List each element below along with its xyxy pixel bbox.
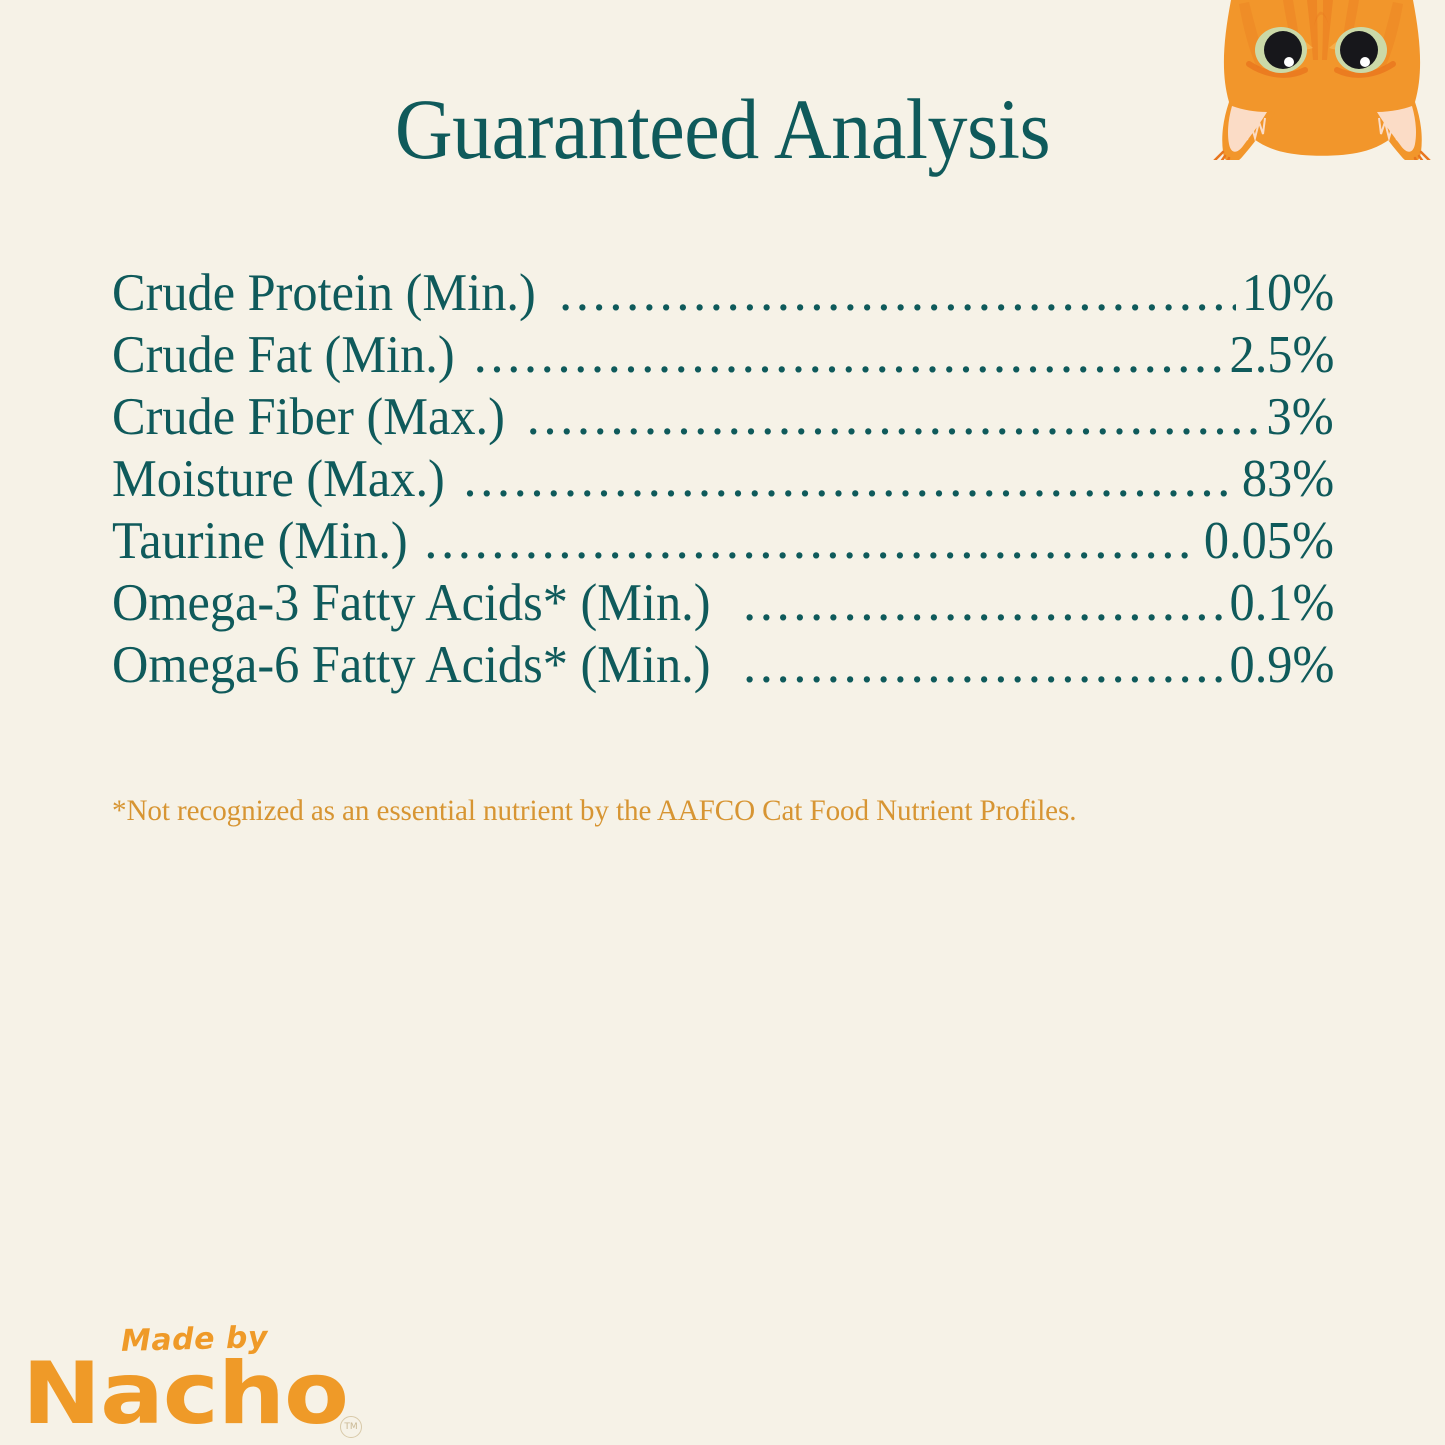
guaranteed-analysis-list: Crude Protein (Min.) 10% Crude Fat (Min.…	[112, 262, 1334, 696]
nutrient-value: 10%	[1241, 264, 1334, 322]
nutrient-value: 0.05%	[1203, 512, 1334, 570]
analysis-row: Taurine (Min.) 0.05%	[112, 510, 1334, 572]
analysis-row: Crude Protein (Min.) 10%	[112, 262, 1334, 324]
nutrient-value: 2.5%	[1229, 326, 1334, 384]
analysis-row: Crude Fiber (Max.) 3%	[112, 386, 1334, 448]
brand-name-text: Nacho	[22, 1344, 349, 1444]
analysis-row: Moisture (Max.) 83%	[112, 448, 1334, 510]
page-title: Guaranteed Analysis	[394, 81, 1051, 177]
nutrient-value: 83%	[1241, 450, 1334, 508]
dot-leader	[527, 386, 1263, 448]
dot-leader	[424, 510, 1196, 572]
nutrient-label: Omega-6 Fatty Acids* (Min.)	[112, 636, 711, 694]
dot-leader	[463, 448, 1236, 510]
footnote-text: *Not recognized as an essential nutrient…	[112, 794, 1077, 827]
dot-leader	[743, 572, 1223, 634]
nutrient-label: Moisture (Max.)	[112, 450, 445, 508]
nutrient-label: Crude Fiber (Max.)	[112, 388, 505, 446]
analysis-row: Omega-3 Fatty Acids* (Min.) 0.1%	[112, 572, 1334, 634]
nutrient-value: 0.1%	[1229, 574, 1334, 632]
nutrient-label: Crude Fat (Min.)	[112, 326, 455, 384]
analysis-row: Omega-6 Fatty Acids* (Min.) 0.9%	[112, 634, 1334, 696]
dot-leader	[474, 324, 1223, 386]
nutrient-label: Omega-3 Fatty Acids* (Min.)	[112, 574, 711, 632]
dot-leader	[559, 262, 1236, 324]
dot-leader	[743, 634, 1223, 696]
brand-logo: Made by Nacho TM	[18, 1318, 378, 1443]
nutrient-label: Taurine (Min.)	[112, 512, 408, 570]
analysis-row: Crude Fat (Min.) 2.5%	[112, 324, 1334, 386]
nutrient-value: 0.9%	[1229, 636, 1334, 694]
nutrient-label: Crude Protein (Min.)	[112, 264, 536, 322]
nutrient-value: 3%	[1266, 388, 1334, 446]
trademark-icon: TM	[340, 1416, 362, 1438]
